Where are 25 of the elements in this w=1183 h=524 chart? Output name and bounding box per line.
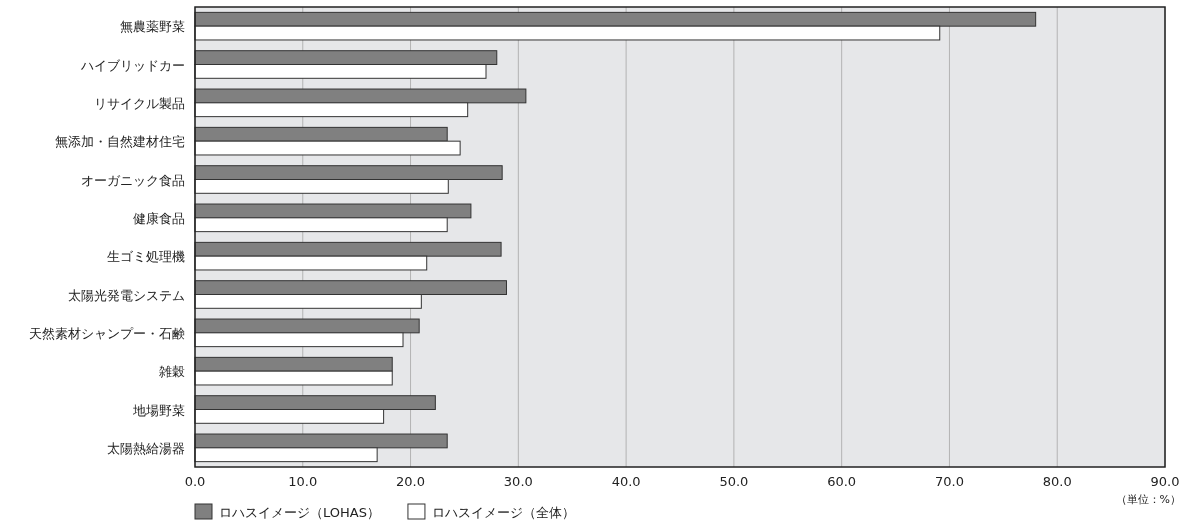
y-tick-label: 生ゴミ処理機: [107, 249, 185, 265]
text: （単位：%）: [1115, 493, 1181, 506]
legend-label: ロハスイメージ（全体）: [431, 505, 575, 520]
x-tick-label: 70.0: [934, 474, 964, 489]
y-tick-label: ハイブリッドカー: [80, 57, 185, 73]
x-tick-label: 20.0: [396, 474, 426, 489]
y-tick-label: 太陽光発電システム: [68, 287, 185, 303]
y-tick-label: 健康食品: [133, 210, 185, 226]
y-tick-label: リサイクル製品: [94, 95, 185, 111]
y-tick-label: 天然素材シャンプー・石鹸: [29, 325, 185, 341]
x-tick-label: 0.0: [184, 474, 206, 489]
x-tick-label: 40.0: [611, 474, 641, 489]
x-tick-label: 10.0: [288, 474, 318, 489]
y-tick-label: 無農薬野菜: [120, 19, 185, 35]
x-tick-label: 60.0: [827, 474, 857, 489]
y-tick-label: 雑穀: [159, 364, 185, 380]
legend-label: ロハスイメージ（LOHAS）: [219, 505, 380, 520]
x-tick-label: 80.0: [1042, 474, 1072, 489]
x-tick-label: 50.0: [719, 474, 749, 489]
y-tick-label: オーガニック食品: [81, 172, 185, 188]
y-tick-label: 地場野菜: [132, 402, 185, 418]
x-tick-label: 30.0: [503, 474, 533, 489]
y-tick-label: 無添加・自然建材住宅: [55, 134, 185, 150]
y-tick-label: 太陽熱給湯器: [107, 440, 185, 456]
x-tick-label: 90.0: [1150, 474, 1180, 489]
